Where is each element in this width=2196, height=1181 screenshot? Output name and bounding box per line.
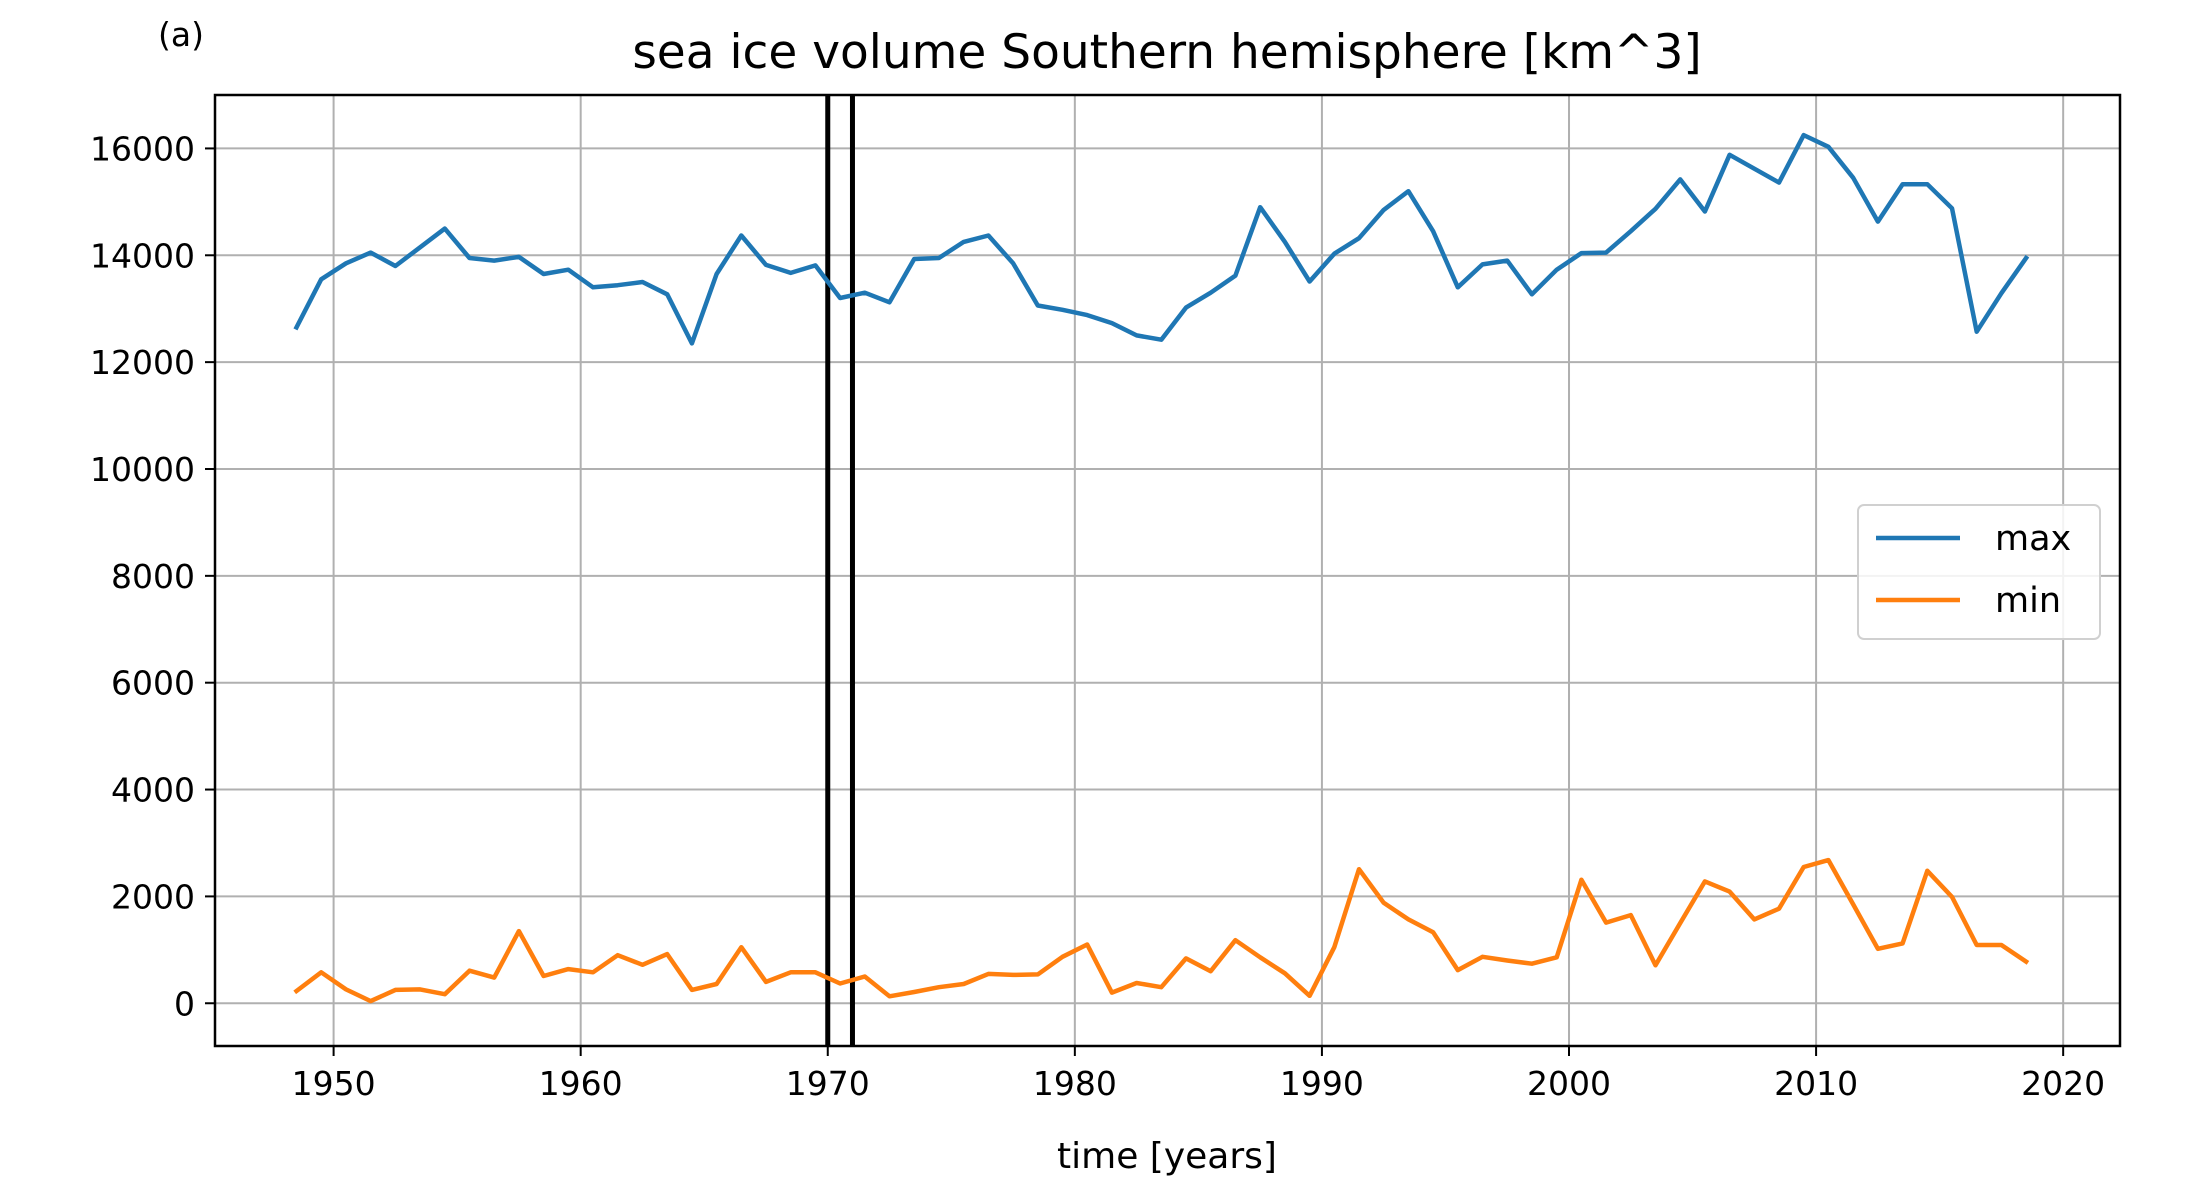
y-tick-label: 16000: [90, 129, 195, 168]
legend-label-min: min: [1995, 581, 2061, 621]
x-tick-label: 2010: [1774, 1064, 1858, 1103]
chart-title: sea ice volume Southern hemisphere [km^3…: [632, 25, 1701, 80]
y-tick-label: 12000: [90, 343, 195, 382]
axis-ticks: 1950 1960 1970 1980 1990 2000 2010 2020 0 2000 400…: [90, 129, 2105, 1103]
series-points-max: [296, 135, 2027, 344]
x-tick-label: 1970: [786, 1064, 870, 1103]
y-tick-label: 10000: [90, 450, 195, 489]
x-tick-label: 1960: [539, 1064, 623, 1103]
y-tick-label: 4000: [111, 771, 195, 810]
x-tick-label: 2000: [1527, 1064, 1611, 1103]
series-lines: [293, 132, 2030, 1004]
y-tick-label: 6000: [111, 664, 195, 703]
x-tick-label: 2020: [2021, 1064, 2105, 1103]
y-tick-label: 2000: [111, 877, 195, 916]
y-tick-label: 0: [174, 984, 195, 1023]
legend: max min: [1857, 504, 2101, 640]
y-tick-label: 8000: [111, 557, 195, 596]
plot-frame: [213, 93, 2122, 1048]
series-points-min: [296, 860, 2027, 1002]
y-tick-label: 14000: [90, 236, 195, 275]
x-axis-label: time [years]: [1057, 1136, 1277, 1177]
vertical-markers: [825, 95, 855, 1046]
x-tick-label: 1980: [1033, 1064, 1117, 1103]
x-tick-label: 1990: [1280, 1064, 1364, 1103]
legend-label-max: max: [1995, 519, 2071, 559]
x-tick-label: 1950: [292, 1064, 376, 1103]
panel-label: (a): [158, 15, 204, 54]
